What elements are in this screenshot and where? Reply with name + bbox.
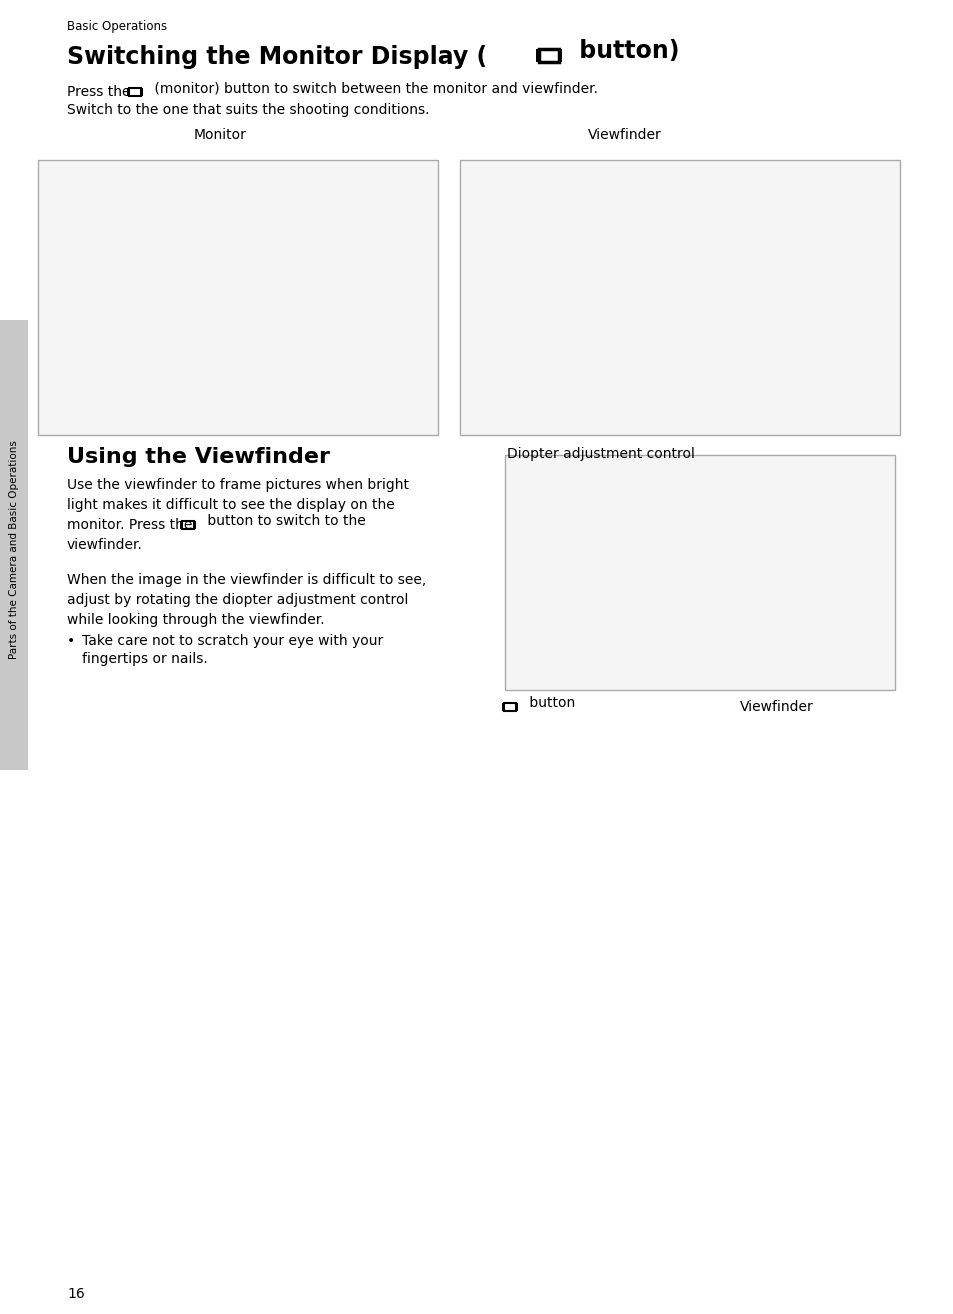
- Text: button to switch to the: button to switch to the: [203, 514, 365, 528]
- Bar: [559, 49, 561, 62]
- Text: •: •: [67, 633, 75, 648]
- Bar: [459, 160, 899, 435]
- Bar: [127, 88, 128, 96]
- Text: Basic Operations: Basic Operations: [67, 20, 167, 33]
- Text: Viewfinder: Viewfinder: [740, 700, 813, 714]
- Bar: [180, 520, 181, 530]
- Bar: [504, 455, 894, 690]
- Text: 16: 16: [67, 1286, 85, 1301]
- Text: Monitor: Monitor: [193, 127, 246, 142]
- Bar: [503, 703, 516, 711]
- Bar: [0, 321, 28, 770]
- Bar: [538, 49, 558, 62]
- Text: When the image in the viewfinder is difficult to see,: When the image in the viewfinder is diff…: [67, 573, 426, 587]
- Bar: [536, 49, 537, 62]
- Text: Parts of the Camera and Basic Operations: Parts of the Camera and Basic Operations: [9, 440, 19, 660]
- Text: Switch to the one that suits the shooting conditions.: Switch to the one that suits the shootin…: [67, 102, 429, 117]
- Bar: [38, 160, 437, 435]
- Text: Viewfinder: Viewfinder: [587, 127, 661, 142]
- Text: Using the Viewfinder: Using the Viewfinder: [67, 447, 330, 466]
- Text: Switching the Monitor Display (: Switching the Monitor Display (: [67, 45, 487, 70]
- Text: button): button): [571, 39, 679, 63]
- Bar: [194, 520, 196, 530]
- Text: button: button: [524, 696, 575, 710]
- Bar: [181, 520, 194, 530]
- Text: while looking through the viewfinder.: while looking through the viewfinder.: [67, 614, 324, 627]
- Text: (monitor) button to switch between the monitor and viewfinder.: (monitor) button to switch between the m…: [150, 81, 598, 95]
- Bar: [142, 88, 143, 96]
- Text: Press the: Press the: [67, 85, 134, 99]
- Text: adjust by rotating the diopter adjustment control: adjust by rotating the diopter adjustmen…: [67, 593, 408, 607]
- Text: viewfinder.: viewfinder.: [67, 537, 143, 552]
- Text: Diopter adjustment control: Diopter adjustment control: [506, 447, 694, 461]
- Text: Use the viewfinder to frame pictures when bright: Use the viewfinder to frame pictures whe…: [67, 478, 409, 491]
- Text: monitor. Press the: monitor. Press the: [67, 518, 196, 532]
- Text: Take care not to scratch your eye with your: Take care not to scratch your eye with y…: [82, 633, 383, 648]
- Text: fingertips or nails.: fingertips or nails.: [82, 652, 208, 666]
- Text: light makes it difficult to see the display on the: light makes it difficult to see the disp…: [67, 498, 395, 512]
- Bar: [501, 703, 502, 711]
- Bar: [129, 88, 141, 96]
